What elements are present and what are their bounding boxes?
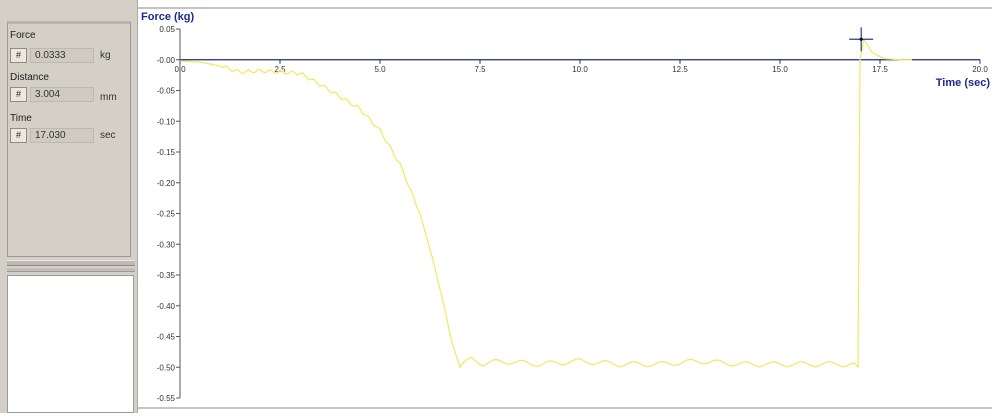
x-tick-label: 17.5 xyxy=(872,65,888,74)
left-panel: Force # 0.0333 kg Distance # 3.004 mm Ti… xyxy=(0,0,138,413)
x-tick-label: 5.0 xyxy=(374,65,386,74)
x-tick-label: 7.5 xyxy=(474,65,486,74)
series-line xyxy=(179,37,912,370)
force-hash-button[interactable]: # xyxy=(10,48,27,63)
y-tick-label: -0.25 xyxy=(157,210,176,219)
crosshair-cursor[interactable] xyxy=(849,27,874,52)
y-axis: 0.05 -0.00 -0.05 -0.10 -0.15 -0.20 -0.25 -0.30 -… xyxy=(157,25,181,403)
y-tick-label: -0.30 xyxy=(157,240,176,249)
readout-panel: Force # 0.0333 kg Distance # 3.004 mm Ti… xyxy=(7,21,131,257)
distance-unit: mm xyxy=(100,92,117,103)
y-axis-label: Force (kg) xyxy=(141,11,195,23)
x-tick-label: 0.0 xyxy=(174,65,186,74)
y-tick-label: -0.45 xyxy=(157,333,176,342)
y-tick-label: -0.20 xyxy=(157,179,176,188)
y-tick-label: -0.40 xyxy=(157,302,176,311)
cursor-dot xyxy=(859,37,863,41)
series-group xyxy=(179,37,912,370)
pane-splitter-lower xyxy=(7,268,135,272)
x-tick-label: 12.5 xyxy=(672,65,688,74)
force-value-field: 0.0333 xyxy=(30,48,94,63)
y-tick-label: -0.35 xyxy=(157,271,176,280)
force-unit: kg xyxy=(100,50,111,61)
y-tick-label: -0.55 xyxy=(157,394,176,403)
time-hash-button[interactable]: # xyxy=(10,128,27,143)
y-tick-label: -0.05 xyxy=(157,87,176,96)
x-tick-label: 2.5 xyxy=(274,65,286,74)
y-tick-label: 0.05 xyxy=(159,25,175,34)
x-axis: 0.0 2.5 5.0 7.5 10.0 12.5 15.0 17.5 20.0 xyxy=(174,59,988,74)
y-tick-label: -0.50 xyxy=(157,363,176,372)
time-label: Time xyxy=(10,113,32,124)
distance-label: Distance xyxy=(10,72,49,83)
y-tick-label: -0.15 xyxy=(157,148,176,157)
time-unit: sec xyxy=(100,130,116,141)
distance-value-field: 3.004 xyxy=(30,87,94,102)
lower-blank-pane xyxy=(7,275,134,413)
x-tick-label: 20.0 xyxy=(972,65,988,74)
force-time-chart[interactable]: Force (kg) Time (sec) 0.05 -0.00 -0.05 -0.1… xyxy=(138,0,992,413)
time-value-field: 17.030 xyxy=(30,128,94,143)
x-tick-label: 10.0 xyxy=(572,65,588,74)
force-label: Force xyxy=(10,30,36,41)
distance-hash-button[interactable]: # xyxy=(10,87,27,102)
x-tick-label: 15.0 xyxy=(772,65,788,74)
x-axis-label: Time (sec) xyxy=(936,77,991,89)
pane-splitter[interactable] xyxy=(7,260,135,266)
y-tick-label: -0.00 xyxy=(157,56,176,65)
chart-area[interactable]: Force (kg) Time (sec) 0.05 -0.00 -0.05 -0.1… xyxy=(138,0,992,413)
y-tick-label: -0.10 xyxy=(157,117,176,126)
chart-background xyxy=(138,0,992,413)
